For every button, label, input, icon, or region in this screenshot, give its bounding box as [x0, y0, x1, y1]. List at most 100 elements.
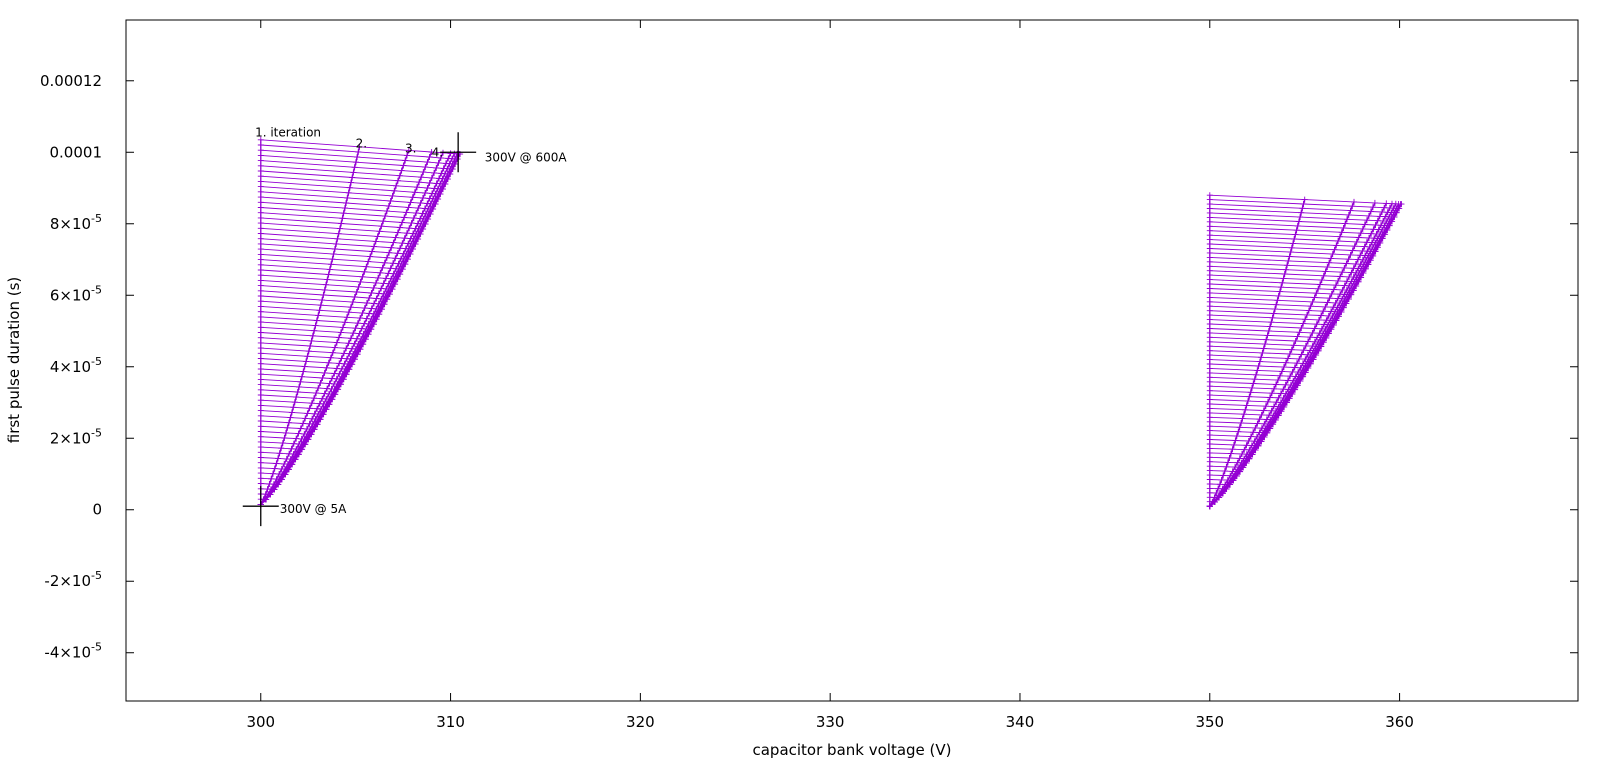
point-1-20-2 [1256, 416, 1263, 423]
point-1-25-2 [1266, 394, 1273, 401]
point-0-14-2 [295, 430, 302, 437]
y-tick-label-7: -2×10-5 [44, 569, 102, 590]
annotation-5: 300V @ 5A [280, 502, 347, 516]
point-1-41-2 [1298, 325, 1305, 331]
x-axis-title: capacitor bank voltage (V) [752, 741, 951, 759]
point-0-30-1 [305, 348, 312, 355]
point-0-24-9 [338, 381, 344, 388]
point-1-43-9 [1333, 317, 1340, 324]
point-1-65-2 [1342, 220, 1349, 227]
point-0-63-0 [257, 173, 264, 180]
point-0-24-0 [257, 376, 264, 383]
point-1-33-3 [1293, 360, 1300, 367]
point-0-35-0 [257, 319, 264, 326]
point-0-42-9 [386, 291, 393, 298]
x-tick-label-0: 300 [246, 713, 275, 731]
point-0-48-0 [257, 251, 264, 258]
point-0-44-9 [392, 281, 399, 288]
point-0-57-0 [257, 204, 264, 211]
point-1-30-3 [1287, 373, 1294, 380]
point-0-12-1 [279, 440, 286, 447]
point-0-67-2 [400, 162, 407, 169]
point-0-40-0 [257, 293, 264, 299]
point-0-39-3 [361, 305, 368, 312]
point-0-19-9 [323, 406, 330, 413]
point-0-22-1 [294, 389, 301, 395]
point-0-58-1 [341, 205, 348, 212]
point-0-30-9 [354, 351, 361, 358]
point-0-40-2 [349, 299, 356, 306]
point-0-52-1 [334, 235, 341, 242]
point-1-20-9 [1272, 416, 1279, 423]
point-1-61-4 [1363, 239, 1370, 246]
point-0-58-4 [413, 210, 420, 217]
point-0-23-1 [296, 383, 303, 390]
point-1-40-1 [1265, 328, 1272, 334]
point-1-46-2 [1307, 303, 1314, 310]
point-0-29-1 [304, 353, 311, 360]
point-1-7-9 [1233, 473, 1240, 479]
point-0-68-4 [435, 159, 442, 166]
point-0-4-9 [275, 481, 282, 488]
point-1-54-1 [1282, 266, 1289, 273]
point-1-67-2 [1345, 211, 1352, 218]
point-0-5-0 [257, 475, 264, 482]
point-1-44-9 [1336, 313, 1342, 320]
point-0-25-2 [319, 375, 326, 381]
point-0-58-0 [257, 199, 264, 206]
point-0-67-1 [352, 159, 359, 166]
point-0-37-1 [315, 312, 322, 319]
point-0-16-0 [257, 418, 264, 424]
point-1-43-2 [1302, 316, 1309, 323]
point-0-35-2 [339, 324, 346, 331]
point-1-38-1 [1263, 336, 1270, 343]
point-1-42-2 [1300, 320, 1307, 327]
point-1-33-1 [1256, 358, 1263, 365]
point-0-59-3 [405, 204, 412, 211]
point-1-16-2 [1247, 433, 1254, 440]
point-1-54-3 [1339, 269, 1346, 276]
point-0-26-0 [257, 366, 264, 372]
point-1-47-1 [1274, 297, 1281, 304]
point-0-46-9 [397, 271, 404, 278]
point-0-31-0 [257, 339, 264, 346]
point-0-19-2 [306, 405, 313, 412]
point-0-47-1 [328, 261, 335, 268]
point-0-37-3 [357, 315, 364, 322]
point-0-17-2 [302, 415, 309, 422]
point-0-20-2 [308, 400, 315, 407]
point-0-18-9 [320, 411, 327, 418]
point-1-57-2 [1327, 255, 1334, 262]
point-1-68-3 [1367, 208, 1374, 215]
point-0-30-0 [257, 345, 264, 352]
point-0-60-2 [387, 198, 394, 204]
point-0-27-1 [301, 363, 308, 370]
point-0-61-3 [409, 194, 416, 201]
point-1-50-1 [1278, 284, 1285, 291]
point-1-44-3 [1318, 312, 1325, 319]
x-tick-label-4: 340 [1006, 713, 1035, 731]
point-1-62-2 [1336, 233, 1343, 240]
y-tick-label-2: 8×10-5 [50, 212, 102, 233]
point-1-36-3 [1300, 347, 1307, 354]
point-0-39-2 [347, 304, 354, 311]
point-1-21-2 [1258, 411, 1265, 418]
point-0-35-3 [352, 325, 359, 332]
x-tick-label-5: 350 [1195, 713, 1224, 731]
point-0-61-0 [257, 183, 264, 190]
point-0-5-1 [268, 475, 275, 482]
point-0-10-9 [295, 451, 302, 458]
point-0-66-1 [351, 164, 358, 171]
point-0-59-9 [430, 206, 437, 213]
series-group-1 [1206, 192, 1405, 510]
point-0-50-1 [331, 246, 338, 252]
point-0-7-9 [285, 466, 292, 473]
point-1-41-9 [1328, 326, 1335, 333]
point-0-46-0 [257, 261, 264, 268]
point-1-63-1 [1293, 227, 1300, 234]
point-0-36-9 [371, 321, 377, 328]
point-0-13-9 [305, 436, 312, 443]
point-0-15-0 [257, 423, 264, 430]
point-0-39-0 [257, 298, 264, 305]
point-0-14-1 [282, 429, 289, 436]
